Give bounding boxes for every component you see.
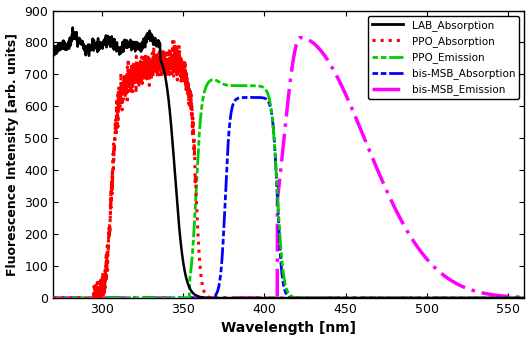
Legend: LAB_Absorption, PPO_Absorption, PPO_Emission, bis-MSB_Absorption, bis-MSB_Emissi: LAB_Absorption, PPO_Absorption, PPO_Emis… — [368, 16, 519, 100]
X-axis label: Wavelength [nm]: Wavelength [nm] — [221, 322, 356, 336]
Y-axis label: Fluorescence Intensity [arb. units]: Fluorescence Intensity [arb. units] — [5, 33, 19, 276]
